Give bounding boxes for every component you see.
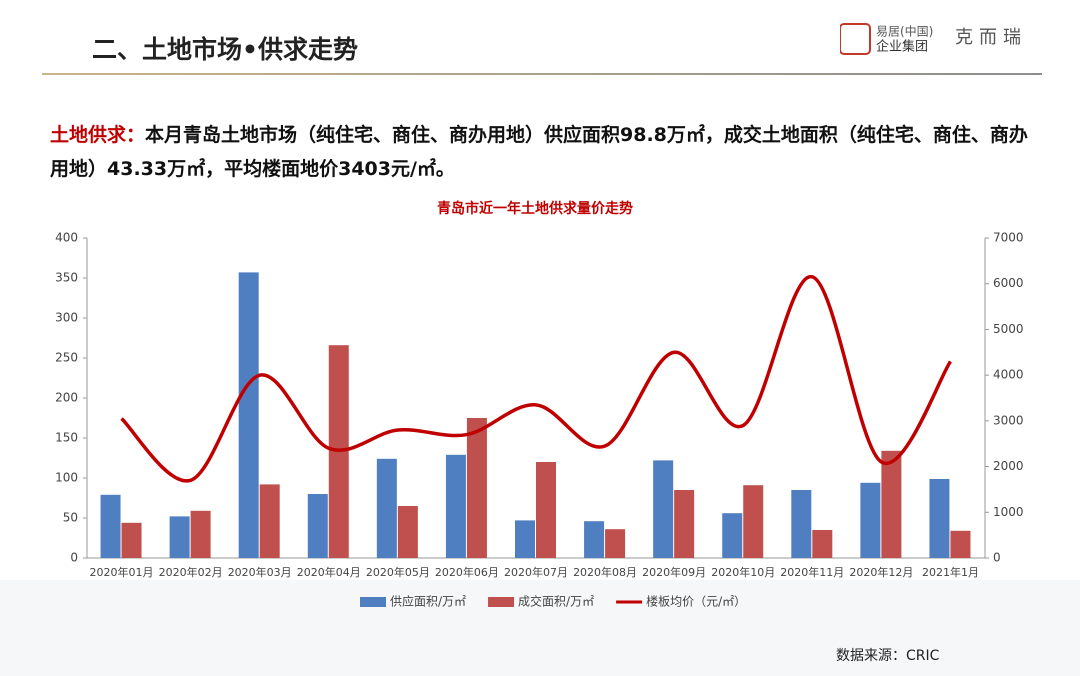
bar <box>860 482 881 558</box>
y-tick-label: 50 <box>63 511 78 525</box>
logo-top: 易居(中国) <box>876 24 933 39</box>
bar <box>100 494 121 558</box>
y2-tick-label: 4000 <box>993 368 1024 382</box>
y-tick-label: 200 <box>55 391 78 405</box>
bar <box>881 450 902 558</box>
x-tick-label: 2020年03月 <box>228 565 292 579</box>
y2-tick-label: 2000 <box>993 459 1024 473</box>
y-tick-label: 0 <box>70 551 78 565</box>
source: 数据来源：CRIC <box>836 648 940 664</box>
slide-title: 二、土地市场•供求走势 <box>92 35 358 64</box>
bar <box>515 520 535 558</box>
x-tick-label: 2020年07月 <box>504 565 568 579</box>
y2-tick-label: 7000 <box>993 231 1024 245</box>
x-tick-label: 2020年04月 <box>297 565 361 579</box>
bar <box>674 490 695 558</box>
x-tick-label: 2020年09月 <box>642 565 706 579</box>
bar <box>445 454 466 558</box>
y-tick-label: 400 <box>55 231 78 245</box>
bar <box>812 530 833 558</box>
line <box>120 275 952 483</box>
legend-label: 楼板均价（元/㎡） <box>646 594 746 609</box>
x-tick-label: 2020年12月 <box>849 565 913 579</box>
legend-label: 供应面积/万㎡ <box>390 594 466 609</box>
bar <box>307 494 328 558</box>
bar <box>238 272 259 558</box>
bar <box>791 490 812 558</box>
bar <box>743 485 764 558</box>
x-tick-label: 2020年05月 <box>366 565 430 579</box>
backdrop <box>0 580 1080 676</box>
logo-bottom: 企业集团 <box>876 39 928 55</box>
bar <box>653 460 674 558</box>
y-tick-label: 350 <box>55 271 78 285</box>
y-tick-label: 250 <box>55 351 78 365</box>
bar <box>929 478 950 558</box>
summary: 土地供求：本月青岛土地市场（纯住宅、商住、商办用地）供应面积98.8万㎡，成交土… <box>50 118 1035 186</box>
y2-tick-label: 5000 <box>993 322 1024 336</box>
bar <box>190 510 211 558</box>
x-tick-label: 2020年02月 <box>159 565 223 579</box>
x-tick-label: 2020年08月 <box>573 565 637 579</box>
logo: 易居(中国) 企业集团 克而瑞 <box>840 23 1027 55</box>
x-tick-label: 2020年06月 <box>435 565 499 579</box>
bar <box>466 418 487 558</box>
x-tick-label: 2021年1月 <box>922 565 979 579</box>
y-tick-label: 150 <box>55 431 78 445</box>
y2-tick-label: 1000 <box>993 505 1024 519</box>
y2-tick-label: 6000 <box>993 276 1024 290</box>
bar <box>397 506 418 558</box>
y-tick-label: 100 <box>55 471 78 485</box>
x-tick-label: 2020年10月 <box>711 565 775 579</box>
y2-tick-label: 0 <box>993 551 1001 565</box>
bar <box>259 484 280 558</box>
x-tick-label: 2020年11月 <box>780 565 844 579</box>
bar <box>950 530 971 558</box>
bar <box>169 516 190 558</box>
legend-label: 成交面积/万㎡ <box>518 594 594 609</box>
legend-swatch <box>360 597 386 607</box>
legend-swatch <box>488 597 515 607</box>
bar <box>121 522 142 558</box>
bar <box>605 529 626 558</box>
chart-title: 青岛市近一年土地供求量价走势 <box>437 200 633 217</box>
y-tick-label: 300 <box>55 311 78 325</box>
brand: 克而瑞 <box>955 27 1027 48</box>
x-tick-label: 2020年01月 <box>90 565 154 579</box>
bar <box>536 462 556 558</box>
header-rule <box>42 73 1042 75</box>
bar <box>584 521 605 558</box>
bar <box>722 513 743 558</box>
bar <box>376 458 397 558</box>
y2-tick-label: 3000 <box>993 413 1024 427</box>
summary-text: 本月青岛土地市场（纯住宅、商住、商办用地）供应面积98.8万㎡，成交土地面积（纯… <box>50 124 1028 180</box>
summary-label: 土地供求： <box>50 124 146 146</box>
